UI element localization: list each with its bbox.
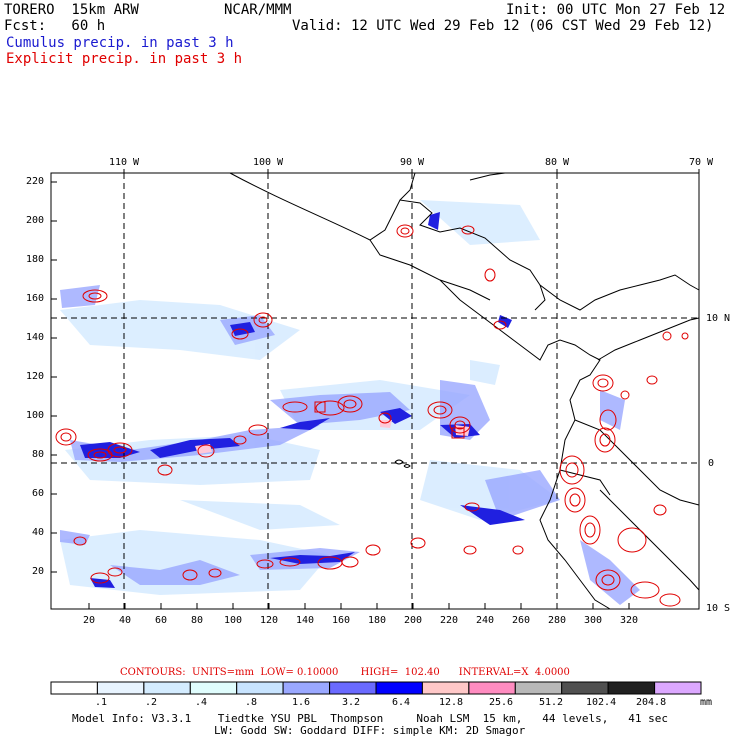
x-tick: 280 [547, 615, 567, 626]
colorbar-cell [514, 681, 563, 695]
x-tick: 40 [118, 615, 132, 626]
x-tick: 20 [82, 615, 96, 626]
lon-label-90w: 90 W [399, 157, 425, 168]
lat-lon-grid [51, 173, 699, 609]
x-tick: 300 [583, 615, 603, 626]
precip-heavy-fill [80, 212, 525, 588]
y-tick: 160 [25, 293, 44, 304]
lat-label-10s: 10 S [706, 603, 731, 614]
x-tick: 60 [154, 615, 168, 626]
colorbar-label: 204.8 [636, 697, 667, 708]
lon-label-70w: 70 W [688, 157, 714, 168]
x-tick: 160 [331, 615, 351, 626]
colorbar-label: .1 [94, 697, 108, 708]
colorbar-label: .4 [194, 697, 208, 708]
x-tick: 100 [223, 615, 243, 626]
colorbar-cell [282, 681, 331, 695]
y-tick: 180 [25, 254, 44, 265]
lon-label-110w: 110 W [108, 157, 140, 168]
model-info-line-1: Model Info: V3.3.1 Tiedtke YSU PBL Thomp… [72, 712, 669, 725]
contours-info: CONTOURS: UNITS=mm LOW= 0.10000 HIGH= 10… [120, 667, 570, 678]
model-info-line-2: LW: Godd SW: Goddard DIFF: simple KM: 2D… [214, 724, 526, 737]
colorbar-cell [654, 681, 702, 695]
colorbar-cell [329, 681, 377, 695]
colorbar-cell [189, 681, 238, 695]
x-tick: 180 [367, 615, 387, 626]
colorbar-label: 12.8 [438, 697, 464, 708]
x-tick: 80 [190, 615, 204, 626]
y-tick: 120 [25, 371, 44, 382]
colorbar-cell [421, 681, 470, 695]
lat-label-10n: 10 N [706, 313, 731, 324]
colorbar-label: 51.2 [538, 697, 564, 708]
lat-label-0: 0 [708, 458, 715, 469]
x-tick: 320 [619, 615, 639, 626]
colorbar-label: 25.6 [488, 697, 514, 708]
colorbar-label: 3.2 [341, 697, 361, 708]
y-tick: 140 [25, 332, 44, 343]
explicit-legend: Explicit precip. in past 3 h [6, 51, 243, 67]
forecast-hour: Fcst: 60 h [4, 18, 106, 34]
colorbar-cell [561, 681, 609, 695]
precip-light-fill [60, 200, 560, 595]
x-tick: 240 [475, 615, 495, 626]
colorbar [50, 681, 702, 695]
colorbar-label: .8 [244, 697, 258, 708]
precip-pink-fill [195, 420, 470, 454]
x-tick: 120 [259, 615, 279, 626]
y-tick: 200 [25, 215, 44, 226]
colorbar-label: 1.6 [291, 697, 311, 708]
x-tick: 220 [439, 615, 459, 626]
map-frame [50, 172, 700, 610]
colorbar-cell [468, 681, 516, 695]
lon-label-80w: 80 W [544, 157, 570, 168]
y-tick: 100 [25, 410, 44, 421]
colorbar-cell [143, 681, 191, 695]
org-label: NCAR/MMM [224, 2, 292, 18]
y-tick: 220 [25, 176, 44, 187]
colorbar-cell [375, 681, 423, 695]
y-tick: 40 [31, 527, 44, 538]
colorbar-unit: mm [699, 697, 713, 708]
y-tick: 20 [31, 566, 44, 577]
valid-time: Valid: 12 UTC Wed 29 Feb 12 (06 CST Wed … [292, 18, 714, 34]
precip-medium-fill [60, 285, 640, 605]
explicit-contours [55, 224, 689, 607]
colorbar-label: 6.4 [391, 697, 411, 708]
y-tick: 80 [31, 449, 44, 460]
colorbar-cell [96, 681, 145, 695]
colorbar-cell [50, 681, 98, 695]
model-title: TORERO 15km ARW [4, 2, 139, 18]
colorbar-cell [236, 681, 284, 695]
init-time: Init: 00 UTC Mon 27 Feb 12 [506, 2, 726, 18]
x-tick: 140 [295, 615, 315, 626]
colorbar-cell [607, 681, 655, 695]
y-tick: 60 [31, 488, 44, 499]
colorbar-label: 102.4 [586, 697, 617, 708]
x-tick: 260 [511, 615, 531, 626]
colorbar-label: .2 [144, 697, 158, 708]
lon-label-100w: 100 W [252, 157, 284, 168]
x-tick: 200 [403, 615, 423, 626]
axis-ticks [51, 169, 700, 609]
cumulus-legend: Cumulus precip. in past 3 h [6, 35, 234, 51]
coastlines [229, 172, 700, 610]
